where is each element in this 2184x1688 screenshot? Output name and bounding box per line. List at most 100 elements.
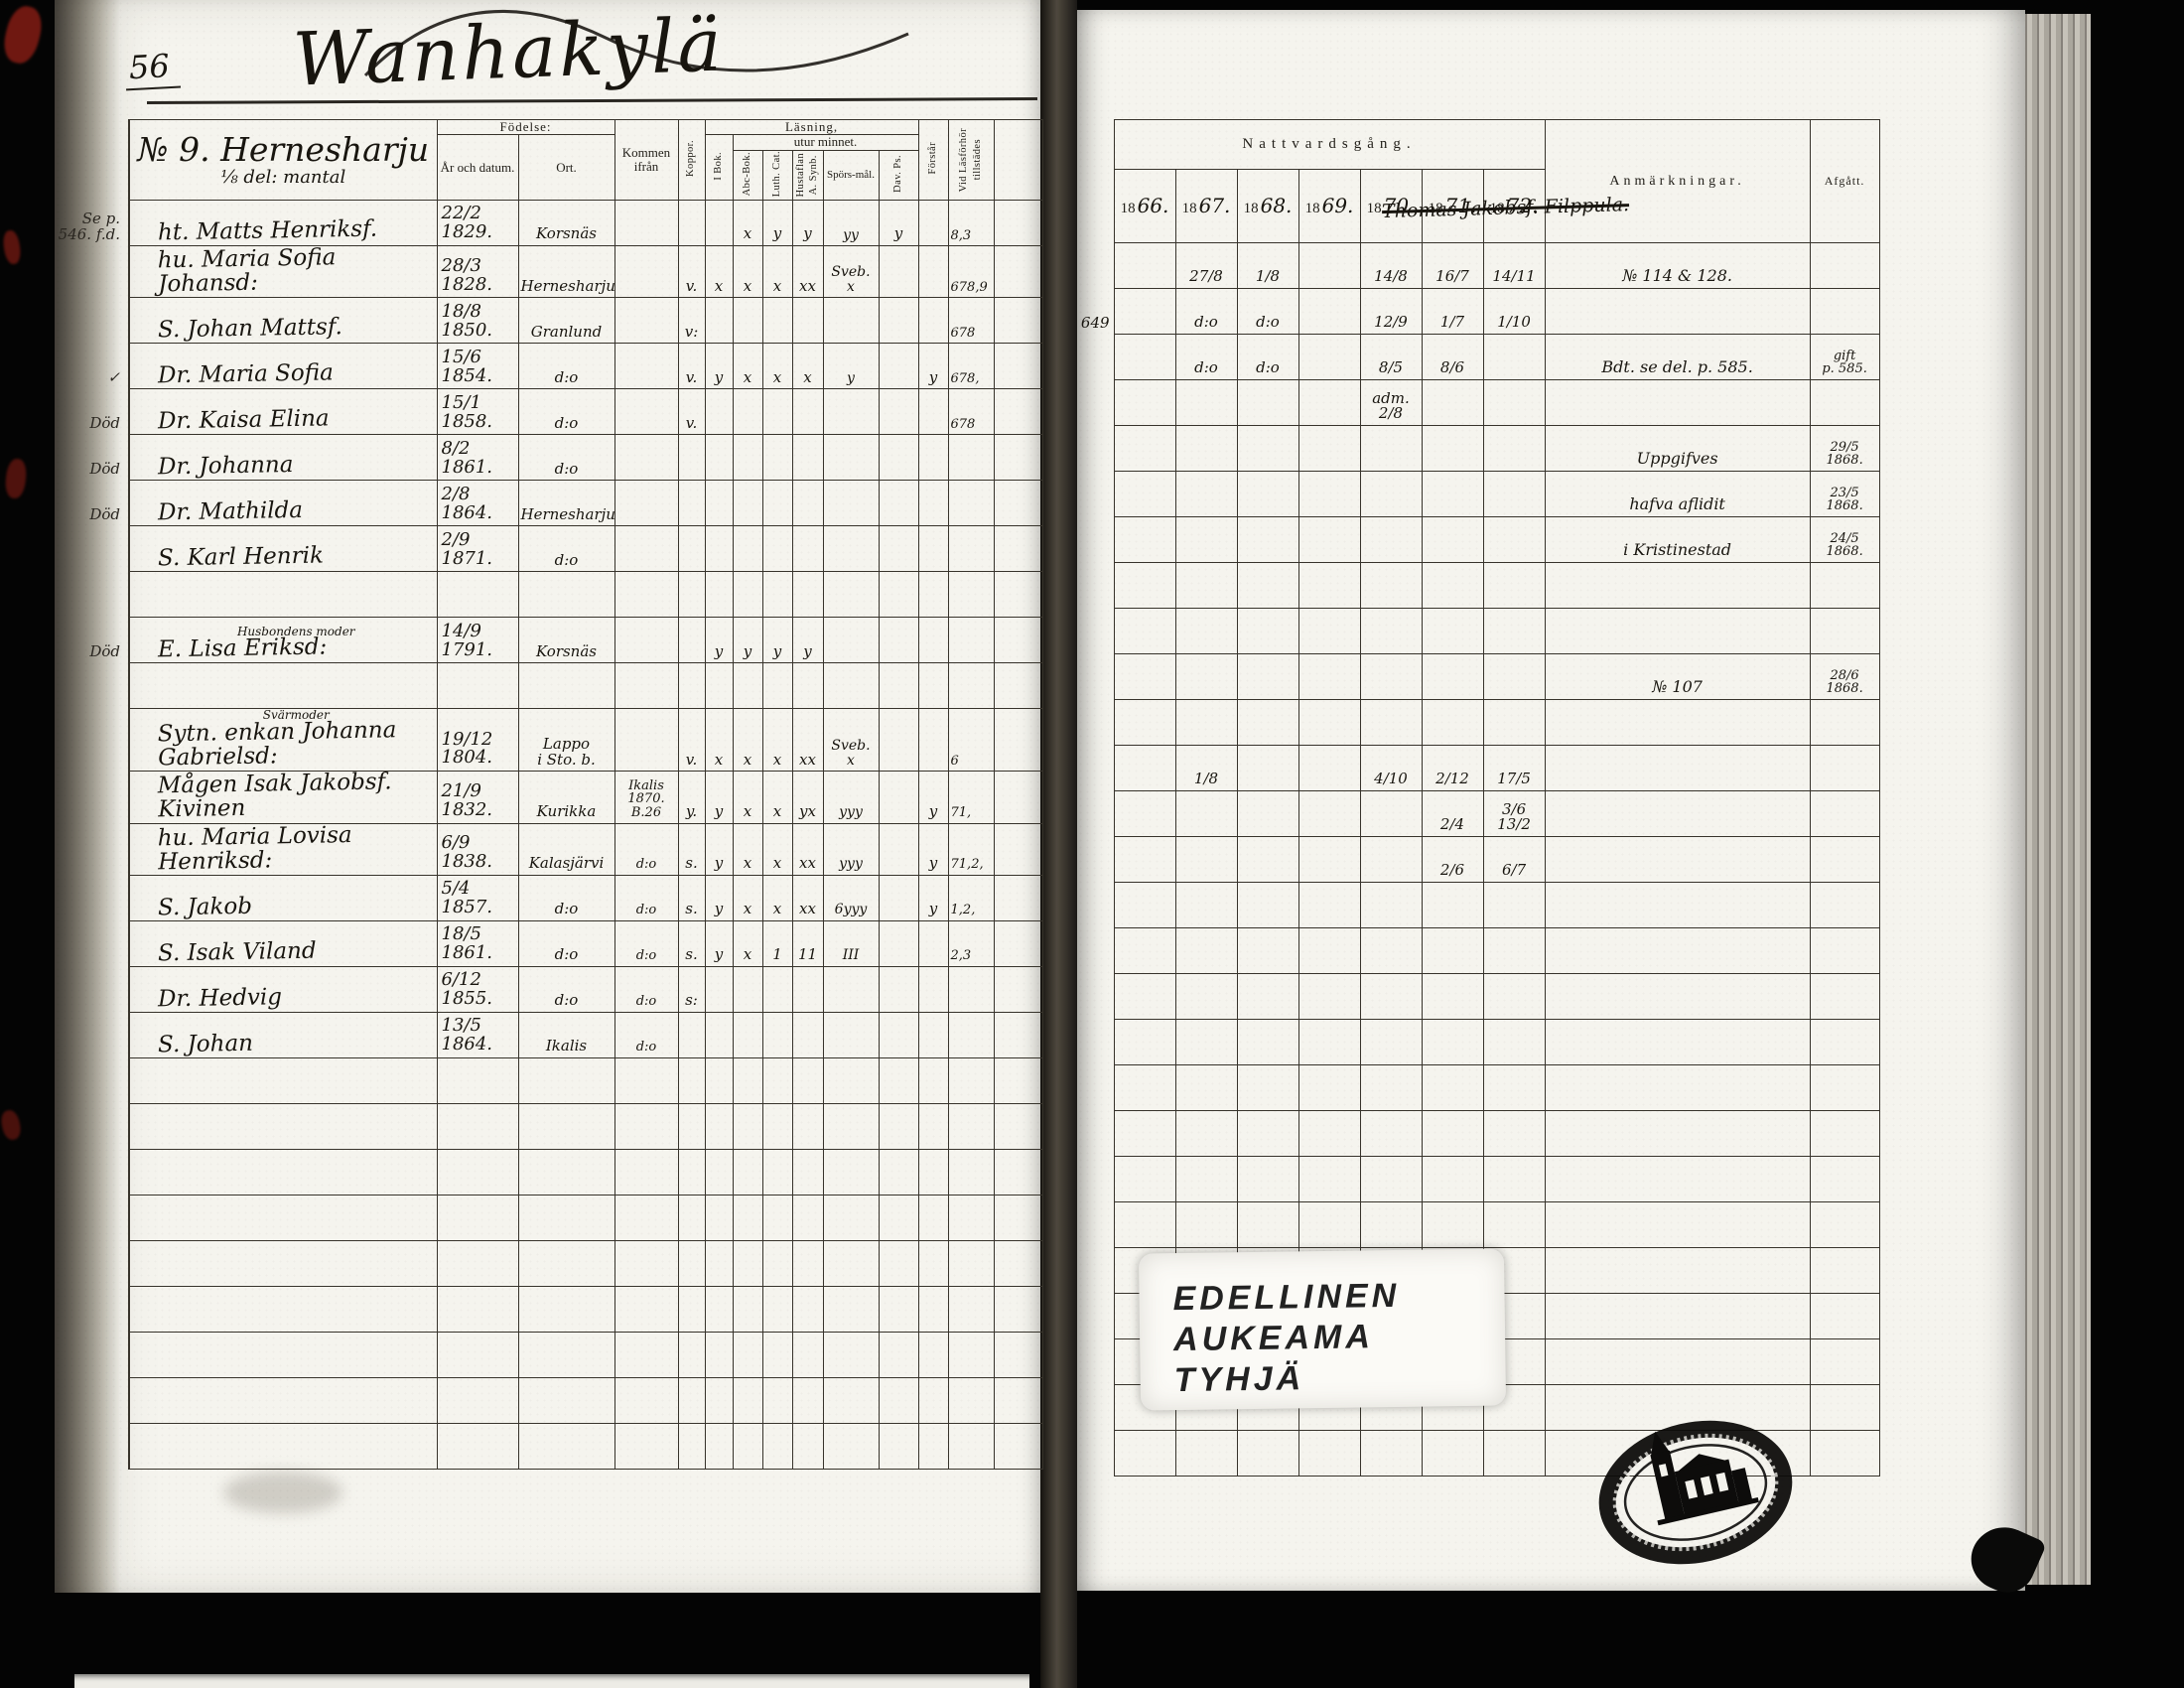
- cell-forstar: [917, 1331, 949, 1378]
- cell-y: [1359, 1019, 1423, 1065]
- cell-rmargin: [1077, 1338, 1115, 1385]
- cell-afg: [1809, 973, 1880, 1020]
- cell-extra: [993, 708, 1043, 773]
- cell-anm: [1544, 1384, 1811, 1431]
- household-name-header: № 9. Hernesharju ⅛ del: mantal: [128, 118, 438, 202]
- cell-kommen: [614, 1148, 679, 1196]
- cell-luth: [761, 662, 793, 710]
- table-row: [55, 1102, 1043, 1150]
- cell-anm: [1544, 1293, 1811, 1339]
- cell-abc: [732, 1102, 763, 1150]
- cell-y: [1174, 927, 1238, 974]
- person-name: [158, 1234, 434, 1239]
- cell-y: [1297, 973, 1361, 1020]
- cell-forstar: [917, 919, 949, 967]
- cell-kommen: [614, 1285, 679, 1333]
- cell-dav: [878, 434, 919, 482]
- cell-y: [1421, 699, 1484, 746]
- cell-birth: [436, 1376, 519, 1424]
- cell-ibok: [704, 1194, 734, 1241]
- cell-y: [1359, 836, 1423, 883]
- table-row: [1077, 927, 1880, 974]
- cell-ort: [517, 1239, 615, 1287]
- cell-extra: [993, 1011, 1043, 1058]
- cell-margin: Död: [55, 434, 130, 481]
- table-row: № 107 28/6 1868.: [1077, 653, 1880, 700]
- cell-birth: [436, 1285, 519, 1333]
- table-row: [1077, 882, 1880, 928]
- cell-ort: Korsnäs: [517, 617, 615, 664]
- cell-koppor: [677, 1148, 706, 1196]
- page-number: 56: [123, 46, 181, 91]
- cell-name: Dr. Hedvig: [128, 965, 438, 1013]
- cell-ort: Ikalis: [517, 1011, 615, 1058]
- cell-y: [1297, 379, 1361, 426]
- cell-forstar: [917, 434, 949, 482]
- cell-kommen: [614, 1422, 679, 1470]
- cell-rmargin: [1077, 1019, 1115, 1065]
- cell-spors: [822, 1331, 880, 1378]
- cell-anm: [1544, 699, 1811, 746]
- cell-birth: 22/2 1829.: [436, 200, 519, 247]
- person-name: Sytn. enkan Johanna Gabrielsd:: [157, 717, 397, 772]
- header-hustaflan: Hustaflan A. Synb.: [791, 149, 824, 202]
- cell-forstar: [917, 297, 949, 345]
- cell-koppor: [677, 1422, 706, 1470]
- cell-abc: y: [732, 617, 763, 664]
- cell-y: [1297, 1019, 1361, 1065]
- cell-y: 17/5: [1482, 745, 1546, 791]
- cell-margin: [55, 771, 130, 824]
- cell-afg: [1809, 1201, 1880, 1248]
- right-margin-header: [1077, 120, 1114, 243]
- cell-hust: x: [791, 343, 824, 390]
- person-name: [158, 1326, 434, 1331]
- cell-y: [1174, 836, 1238, 883]
- cell-luth: y: [761, 617, 793, 664]
- cell-y: d:o: [1236, 334, 1299, 380]
- cell-forstar: [917, 1285, 949, 1333]
- cell-margin: [55, 1377, 130, 1424]
- table-row: Dr. Hedvig 6/12 1855. d:o d:o s:: [55, 965, 1043, 1013]
- cell-extra: [993, 662, 1043, 710]
- cell-y: [1359, 927, 1423, 974]
- cell-y: [1359, 882, 1423, 928]
- cell-ort: d:o: [517, 388, 615, 436]
- cell-afg: [1809, 745, 1880, 791]
- cell-spors: y: [822, 343, 880, 390]
- cell-y: d:o: [1174, 288, 1238, 335]
- cell-forstar: y: [917, 771, 949, 824]
- cell-y: [1236, 927, 1299, 974]
- cell-name: [128, 662, 438, 710]
- cell-vidlas: [947, 1376, 995, 1424]
- cell-name: [128, 1102, 438, 1150]
- person-name: S. Isak Viland: [157, 937, 317, 967]
- cell-ort: [517, 1376, 615, 1424]
- cell-y: [1236, 1430, 1299, 1477]
- cell-y: [1113, 516, 1176, 563]
- cell-anm: [1544, 927, 1811, 974]
- cell-ibok: y: [704, 822, 734, 876]
- table-row: S. Isak Viland 18/5 1861. d:o d:o s. y x 1 11 III…: [55, 919, 1043, 967]
- cell-forstar: [917, 662, 949, 710]
- cell-koppor: [677, 1056, 706, 1104]
- cell-vidlas: 1,2,: [947, 874, 995, 921]
- cell-y: [1174, 653, 1238, 700]
- cell-y: [1174, 1156, 1238, 1202]
- cell-kommen: [614, 571, 679, 619]
- cell-margin: Död: [55, 617, 130, 663]
- cell-y: [1236, 379, 1299, 426]
- cell-ibok: [704, 388, 734, 436]
- cell-y: [1236, 1019, 1299, 1065]
- cell-dav: [878, 343, 919, 390]
- table-row: 1/8 4/10 2/12 17/5: [1077, 745, 1880, 791]
- cell-kommen: [614, 617, 679, 664]
- household-number: № 9. Hernesharju: [137, 130, 430, 170]
- cell-afg: [1809, 699, 1880, 746]
- cell-spors: yy: [822, 200, 880, 247]
- cell-extra: [993, 1285, 1043, 1333]
- cell-anm: [1544, 1019, 1811, 1065]
- pencil-smudge: [223, 1472, 342, 1513]
- cell-y: [1421, 379, 1484, 426]
- cell-y: 2/12: [1421, 745, 1484, 791]
- cell-name: hu. Maria Lovisa Henriksd:: [128, 822, 438, 876]
